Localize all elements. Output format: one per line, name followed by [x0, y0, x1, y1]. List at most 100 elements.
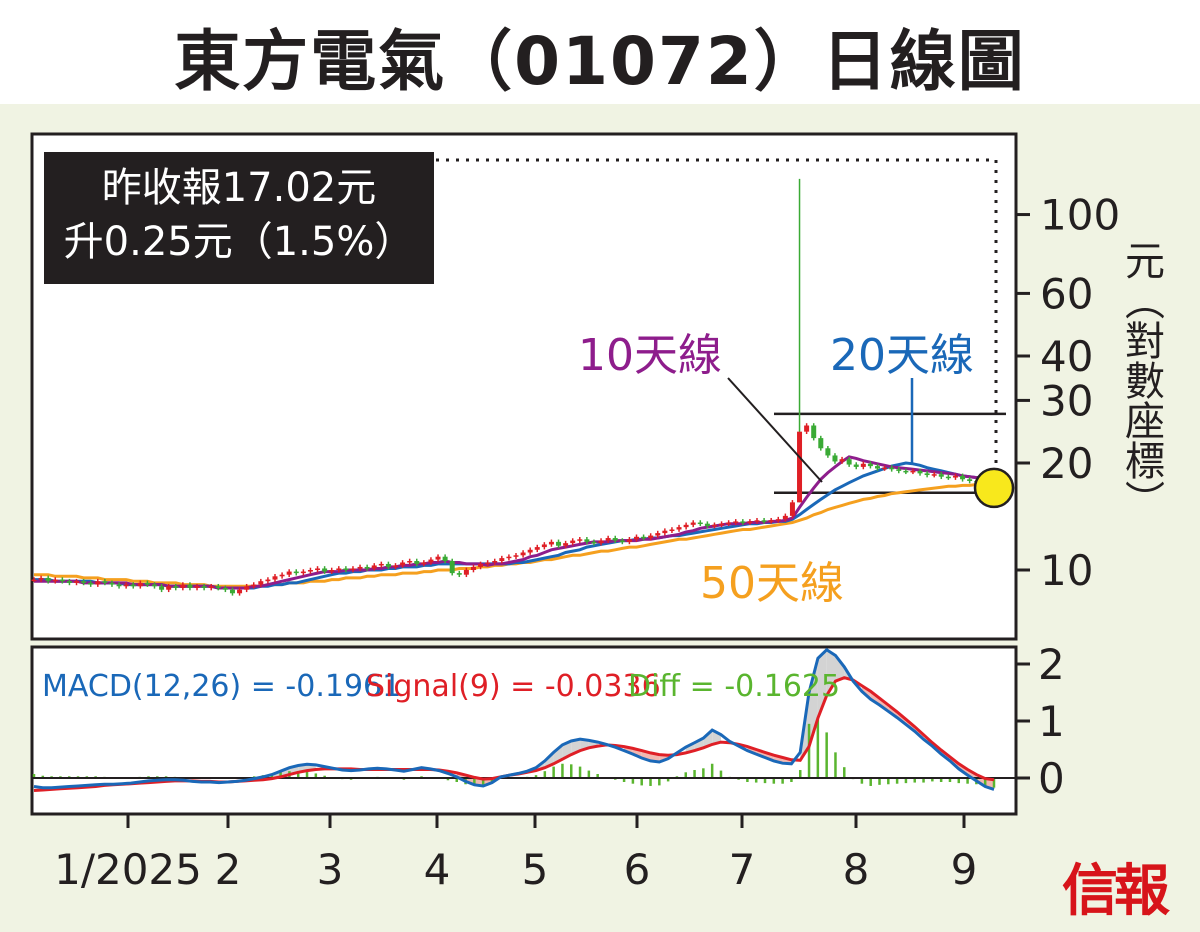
candle-body [315, 568, 321, 570]
candle-body [945, 476, 951, 479]
candle-body [662, 530, 668, 534]
candle-body [279, 574, 285, 577]
macd-legend: MACD(12,26) = -0.1961 [42, 669, 401, 704]
x-axis: 1/2025 2 3 4 5 6 7 8 9 [54, 814, 977, 894]
candle-body [612, 538, 618, 541]
price-tick-label: 40 [1040, 332, 1093, 381]
candle-body [931, 474, 937, 476]
last-close-info-box: 昨收報17.02元 升0.25元（1.5%） [44, 152, 434, 284]
candle-body [626, 539, 632, 542]
candle-body [81, 581, 87, 583]
diff-legend: Diff = -0.1625 [628, 669, 840, 704]
candle-body [470, 566, 476, 570]
candle-body [229, 589, 235, 594]
candle-body [825, 448, 831, 456]
candle-body [938, 474, 944, 477]
macd-signal-fill-segment [703, 730, 713, 748]
candle-body [924, 473, 930, 476]
candle-body [563, 543, 569, 546]
price-tick-label: 30 [1040, 376, 1093, 425]
candle-body [839, 459, 845, 462]
candle-body [768, 520, 774, 522]
price-tick-label: 20 [1040, 439, 1093, 488]
candle-body [237, 589, 243, 594]
candle-body [364, 566, 370, 569]
candle-body [704, 523, 710, 526]
candle-body [45, 577, 51, 582]
x-tick-label: 6 [624, 845, 651, 894]
macd-tick-label: 1 [1038, 697, 1065, 746]
candle-body [286, 571, 292, 575]
candle-body [754, 520, 760, 522]
last-close-highlight-marker [973, 467, 1015, 509]
ma10-leader-line [727, 377, 823, 483]
x-tick-label: 5 [522, 845, 549, 894]
candle-body [478, 563, 484, 567]
candle-body [456, 573, 462, 575]
candle-body [378, 563, 384, 566]
candle-body [506, 556, 512, 559]
candle-body [520, 552, 526, 556]
macd-signal-fill-segment [835, 655, 845, 682]
candle-body [832, 455, 838, 462]
candle-body [960, 475, 966, 480]
candle-body [88, 582, 94, 585]
macd-tick-label: 0 [1038, 754, 1065, 803]
candle-body [428, 559, 434, 563]
candle-body [463, 570, 469, 575]
candle-body [130, 584, 136, 587]
candle-body [144, 582, 150, 585]
x-tick-label: 3 [317, 845, 344, 894]
candle-body [541, 544, 547, 548]
x-tick-label: 4 [424, 845, 451, 894]
candle-body [180, 584, 186, 588]
candle-body [336, 568, 342, 570]
candle-body [846, 459, 852, 465]
candle-body [782, 515, 788, 520]
candle-body [109, 582, 115, 585]
macd-lines [33, 647, 995, 792]
candle-body [676, 527, 682, 530]
candle-body [38, 577, 44, 580]
candle-body [648, 535, 654, 539]
candle-body [187, 584, 193, 588]
x-tick-label: 1/2025 [54, 845, 202, 894]
candle-body [534, 547, 540, 550]
candle-body [584, 539, 590, 542]
x-tick-label: 8 [843, 845, 870, 894]
candle-body [853, 464, 859, 467]
chart-title: 東方電氣（01072）日線圖 [174, 23, 1026, 100]
candle-body [952, 475, 958, 478]
candle-body [215, 586, 221, 588]
macd-line [33, 647, 995, 791]
ma50-label: 50天線 [700, 558, 844, 609]
candle-body [166, 586, 172, 590]
candle-body [655, 533, 661, 536]
y-axis-unit-label: 元（對數座標） [1118, 240, 1164, 520]
candle-body [634, 536, 639, 540]
price-tick-label: 60 [1040, 269, 1093, 318]
candle-body [797, 431, 803, 503]
candle-body [116, 584, 122, 587]
brand-logo: 信報 [1062, 858, 1170, 924]
candle-body [407, 561, 413, 563]
candle-body [811, 425, 817, 439]
candle-body [59, 579, 65, 582]
candle-body [123, 584, 129, 587]
last-close-text: 昨收報17.02元 [101, 165, 377, 211]
candle-body [152, 584, 157, 587]
candle-body [442, 556, 448, 562]
candle-body [222, 587, 228, 590]
candle-body [31, 579, 37, 582]
candle-body [683, 524, 689, 528]
candle-body [300, 571, 306, 574]
candle-body [343, 568, 349, 570]
candle-body [570, 540, 576, 544]
candle-body [102, 581, 108, 583]
candle-body [307, 570, 313, 572]
candle-body [194, 586, 200, 588]
candle-body [818, 438, 824, 449]
price-tick-label: 10 [1040, 546, 1093, 595]
candle-body [726, 522, 732, 525]
candle-body [775, 519, 781, 521]
